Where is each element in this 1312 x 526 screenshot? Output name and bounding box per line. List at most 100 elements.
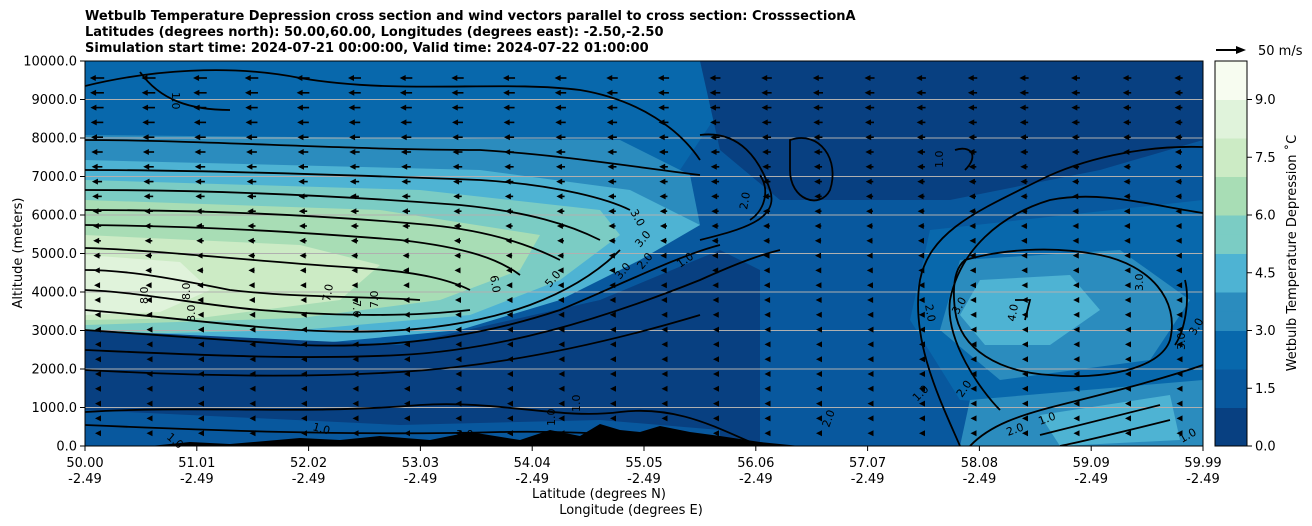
wind-vector xyxy=(813,104,823,111)
wind-vector xyxy=(451,89,464,96)
wind-vector xyxy=(507,371,513,377)
wind-vector xyxy=(1073,356,1080,363)
contour-label: 7.0 xyxy=(350,300,363,318)
wind-vector xyxy=(245,119,258,126)
wind-vector xyxy=(968,104,977,111)
colorbar-tick-label: 7.5 xyxy=(1255,151,1276,166)
wind-vector xyxy=(816,415,822,422)
wind-vector xyxy=(1174,134,1183,141)
wind-vector xyxy=(455,415,462,422)
wind-vector xyxy=(608,252,616,259)
x-tick-label-lon: -2.49 xyxy=(180,472,214,487)
x-tick-label-lon: -2.49 xyxy=(963,472,997,487)
contour-line xyxy=(85,403,761,446)
wind-vector xyxy=(865,163,874,170)
wind-vector xyxy=(917,237,925,244)
wind-vector xyxy=(145,267,152,274)
wind-vector xyxy=(815,282,822,289)
wind-vector xyxy=(970,326,977,333)
wind-vector xyxy=(352,430,359,437)
x-tick-label-lon: -2.49 xyxy=(1074,472,1108,487)
wind-vector xyxy=(815,297,822,303)
wind-vector xyxy=(403,311,410,318)
wind-vector xyxy=(1124,237,1131,244)
wind-vector xyxy=(349,163,360,170)
wind-vector xyxy=(403,282,410,289)
wind-vector xyxy=(91,163,103,170)
wind-vector xyxy=(503,134,515,141)
wind-vector xyxy=(558,371,565,377)
x-axis: 50.00-2.4951.01-2.4952.02-2.4953.03-2.49… xyxy=(66,446,1222,487)
wind-vector xyxy=(146,341,153,348)
contour-line xyxy=(85,247,471,291)
wind-vector xyxy=(1073,371,1080,377)
field-lower-moist xyxy=(85,250,760,446)
wind-vector xyxy=(713,356,719,363)
contour-label: 2.0 xyxy=(737,191,753,210)
wind-vector xyxy=(503,119,515,126)
colorbar-level xyxy=(1215,234,1247,254)
wind-vector xyxy=(1175,223,1182,229)
wind-vector xyxy=(300,297,307,303)
wind-vector xyxy=(709,104,721,111)
wind-vector xyxy=(198,415,204,422)
wind-vector xyxy=(404,356,410,363)
wind-vector xyxy=(452,163,463,170)
wind-vector xyxy=(351,297,358,303)
wind-vector xyxy=(867,371,874,377)
wind-vector xyxy=(814,237,822,244)
wind-vector xyxy=(193,75,207,81)
wind-vector xyxy=(658,119,669,126)
wind-vector xyxy=(610,356,616,363)
colorbar: 0.0 1.5 3.0 4.5 6.0 7.5 9.0 xyxy=(1214,60,1276,455)
wind-vector xyxy=(1073,282,1080,289)
wind-vector xyxy=(969,252,976,259)
wind-vector xyxy=(970,400,977,407)
wind-vector xyxy=(916,104,926,111)
wind-vector xyxy=(609,326,616,333)
wind-vector xyxy=(92,193,102,200)
wind-vector xyxy=(1124,267,1131,274)
wind-vector xyxy=(660,237,667,244)
contour-line xyxy=(749,174,767,221)
wind-vector xyxy=(1122,89,1132,96)
wind-vector xyxy=(1071,89,1080,96)
x-tick-label-lon: -2.49 xyxy=(515,472,549,487)
wind-vector xyxy=(143,163,154,170)
y-tick-label: 6000.0 xyxy=(32,209,78,224)
wind-vector xyxy=(507,415,513,422)
contour-line xyxy=(1174,279,1188,346)
wind-vector xyxy=(95,341,101,348)
wind-vector xyxy=(299,267,307,274)
wind-vector xyxy=(1022,341,1028,348)
wind-vector xyxy=(557,282,564,289)
wind-vector xyxy=(349,134,360,141)
wind-reference-arrowhead xyxy=(1236,46,1246,54)
wind-vector xyxy=(507,341,513,348)
wind-vector xyxy=(1176,385,1183,392)
x-tick-label-lon: -2.49 xyxy=(1186,472,1220,487)
wind-vector xyxy=(764,371,771,377)
wind-vector xyxy=(245,134,258,141)
wind-vector xyxy=(969,223,976,229)
wind-vector xyxy=(402,252,410,259)
wind-vector xyxy=(610,415,616,422)
wind-vector xyxy=(1019,104,1029,111)
wind-vector xyxy=(403,326,410,333)
wind-vector xyxy=(814,178,822,185)
wind-vector xyxy=(764,430,771,437)
wind-vector xyxy=(762,149,771,155)
wind-vector xyxy=(917,223,925,229)
y-tick-label: 8000.0 xyxy=(32,132,78,147)
wind-vector xyxy=(1123,149,1131,155)
wind-vector xyxy=(92,223,102,229)
wind-vector xyxy=(142,134,155,141)
wind-vector xyxy=(763,252,770,259)
y-tick-label: 3000.0 xyxy=(32,324,78,339)
wind-vector xyxy=(558,326,565,333)
wind-vector xyxy=(348,119,361,126)
wind-vector xyxy=(1022,385,1028,392)
wind-vector xyxy=(864,89,875,96)
contour-line xyxy=(952,248,1173,378)
wind-vector xyxy=(713,385,719,392)
